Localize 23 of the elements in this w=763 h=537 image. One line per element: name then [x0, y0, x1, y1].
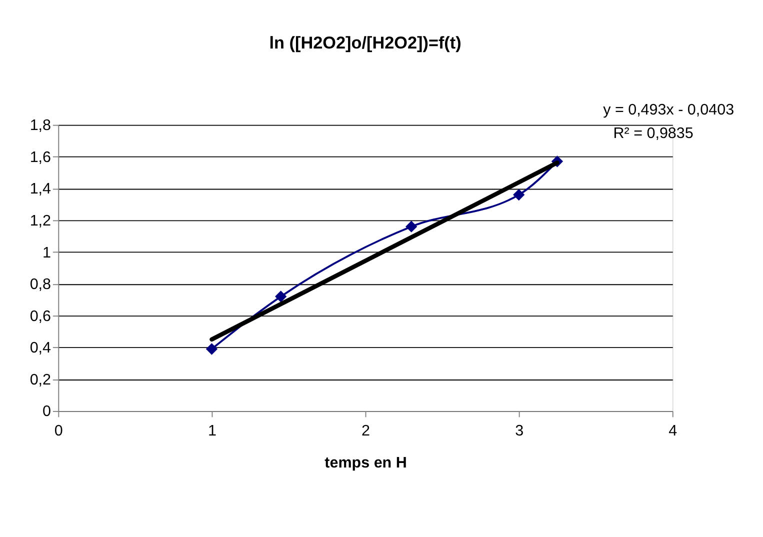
annotation: R² = 0,9835 [613, 125, 694, 142]
point [513, 188, 525, 201]
y-tick-label: 0,2 [30, 371, 52, 388]
y-tick-label: 1 [42, 244, 52, 262]
x-tick-label: 1 [208, 422, 216, 440]
y-tick-label: 0,6 [30, 308, 52, 325]
y-tick-label: 1,2 [30, 212, 52, 230]
y-tick-label: 0,8 [30, 276, 52, 294]
chart-title: ln ([H2O2]o/[H2O2])=f(t) [269, 32, 462, 53]
x-tick-label: 0 [54, 422, 63, 440]
y-tick-label: 1,6 [30, 148, 52, 166]
y-tick-label: 0 [42, 403, 52, 420]
x-tick-label: 2 [362, 422, 370, 440]
x-tick-label: 3 [515, 422, 524, 440]
y-tick-label: 1,8 [30, 117, 52, 134]
y-tick-label: 1,4 [30, 180, 52, 198]
point [274, 290, 287, 302]
y-tick-label: 0,4 [30, 340, 52, 357]
x-tick-label: 4 [668, 422, 678, 440]
text: y = 0,493x - 0,0403 [603, 101, 734, 118]
point [406, 220, 418, 232]
x-axis-title: temps en H [324, 454, 407, 472]
point [206, 343, 218, 355]
